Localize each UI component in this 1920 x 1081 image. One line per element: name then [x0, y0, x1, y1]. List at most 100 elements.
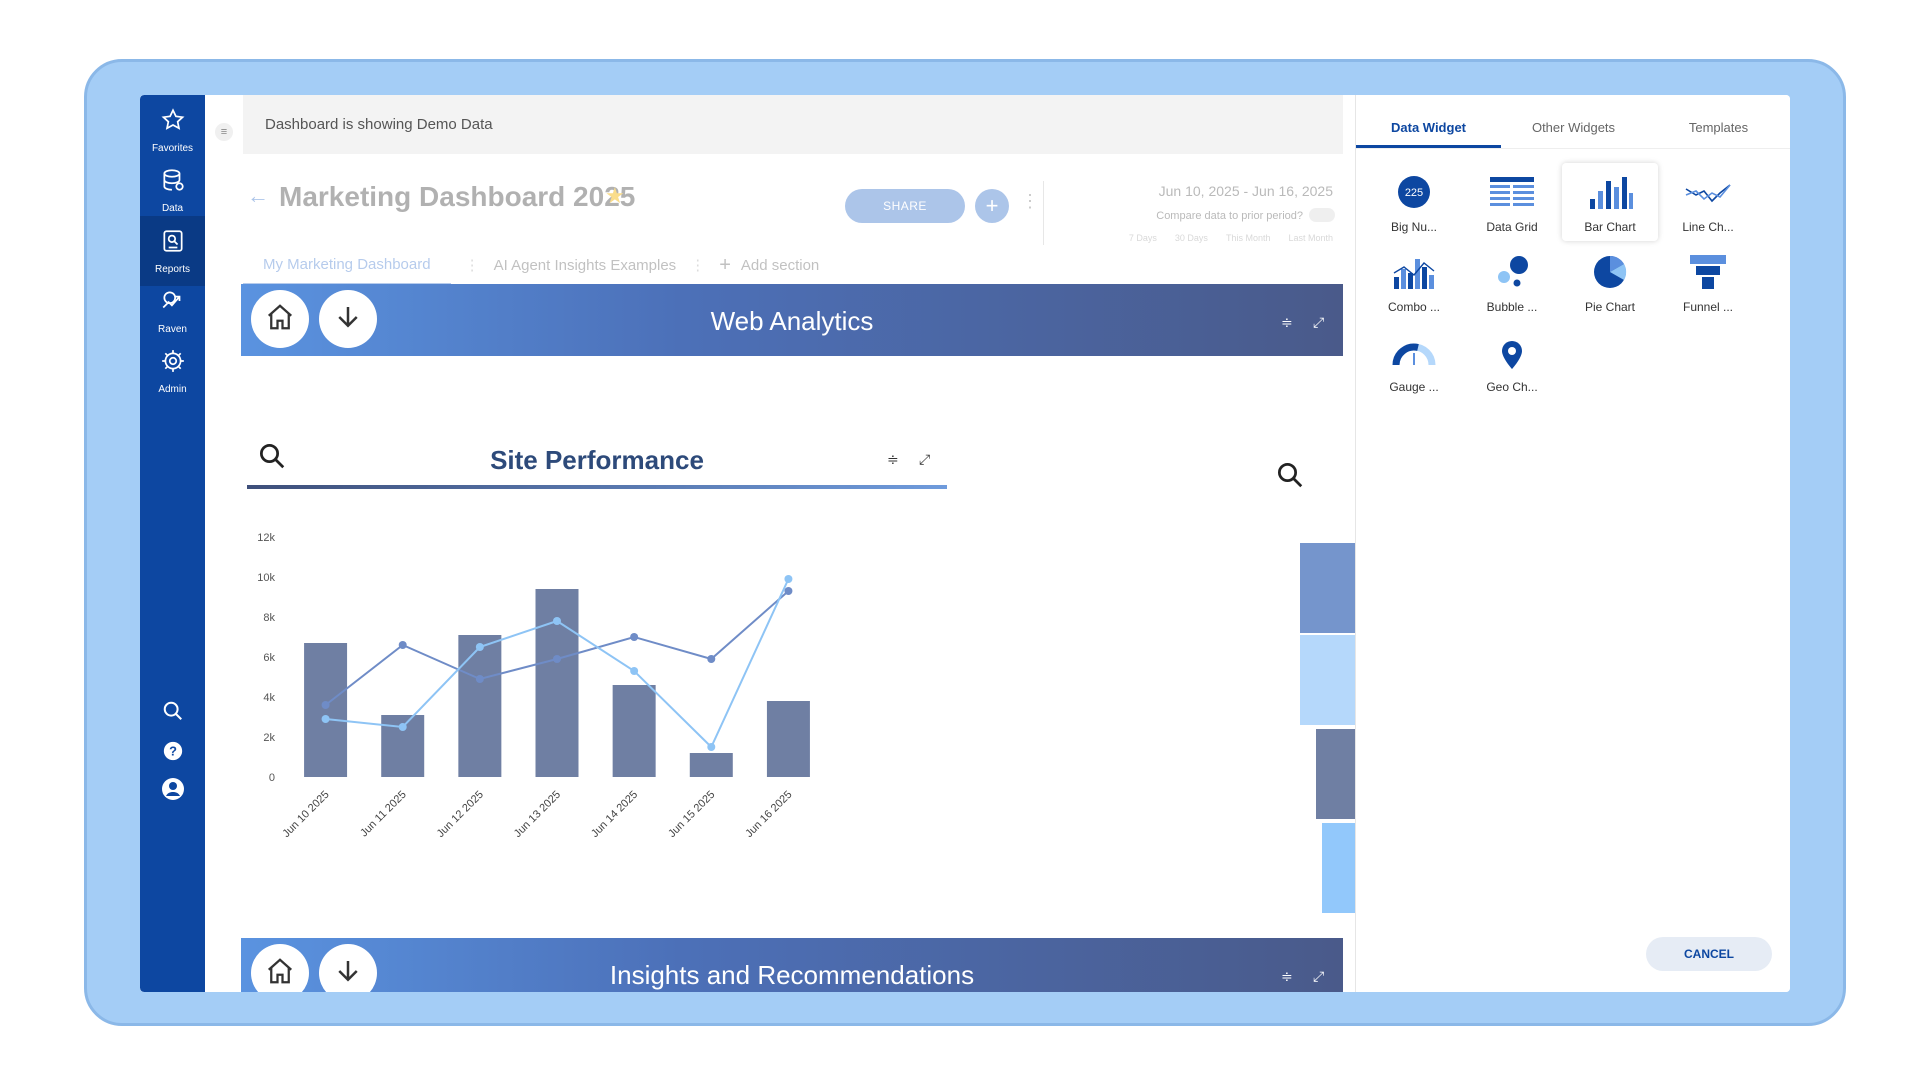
expand-icon[interactable]: ⤢ — [1313, 314, 1325, 330]
x-tick-label: Jun 11 2025 — [358, 789, 409, 840]
sidebar-user-button[interactable] — [140, 771, 205, 811]
favorite-star-icon[interactable]: ★ — [605, 183, 625, 208]
widget-tile-big-number[interactable]: 225 Big Nu... — [1366, 163, 1462, 241]
collapse-toggle-icon[interactable]: ≑ — [1281, 968, 1293, 984]
gear-icon — [160, 348, 186, 379]
funnel-icon — [1684, 253, 1732, 296]
arrow-down-icon — [333, 956, 363, 991]
chart-point — [630, 633, 639, 641]
chart-point — [784, 587, 793, 595]
download-button[interactable] — [319, 944, 377, 992]
x-tick-label: Jun 10 2025 — [280, 789, 331, 840]
x-tick-label: Jun 12 2025 — [435, 789, 486, 840]
widget-title-underline — [247, 485, 947, 489]
funnel-stage-3 — [1316, 729, 1355, 819]
back-arrow-icon[interactable]: ← — [247, 183, 269, 208]
quick-range-this-month[interactable]: This Month — [1225, 233, 1271, 243]
collapse-sidebar-button[interactable]: ≡ — [215, 123, 233, 141]
bar-chart-icon — [1586, 173, 1634, 216]
tab-ai-agent-insights[interactable]: AI Agent Insights Examples — [493, 256, 677, 274]
sidebar-item-reports[interactable]: Reports — [140, 216, 205, 286]
widget-title: Site Performance — [490, 445, 704, 475]
compare-toggle[interactable] — [1309, 208, 1335, 222]
widget-tile-geo-chart[interactable]: Geo Ch... — [1464, 323, 1560, 401]
y-tick-label: 10k — [257, 572, 275, 584]
widget-tile-label: Combo ... — [1387, 300, 1441, 314]
section-header-web-analytics: Web Analytics ≑ ⤢ — [241, 284, 1343, 356]
widget-expand-icon[interactable]: ⤢ — [919, 451, 931, 467]
widget-tile-pie-chart[interactable]: Pie Chart — [1562, 243, 1658, 321]
add-button[interactable]: + — [975, 189, 1009, 223]
sidebar-help-button[interactable]: ? — [140, 733, 205, 773]
big-number-icon: 225 — [1390, 173, 1438, 216]
widget-tile-bar-chart[interactable]: Bar Chart — [1562, 163, 1658, 241]
widget-tile-label: Gauge ... — [1389, 380, 1439, 394]
widget-tile-funnel[interactable]: Funnel ... — [1660, 243, 1756, 321]
add-section-plus-icon[interactable]: + — [719, 253, 731, 276]
expand-icon[interactable]: ⤢ — [1313, 968, 1325, 984]
widget-tile-combo-chart[interactable]: Combo ... — [1366, 243, 1462, 321]
collapse-toggle-icon[interactable]: ≑ — [1281, 314, 1293, 330]
compare-label: Compare data to prior period? — [1156, 210, 1303, 222]
download-button[interactable] — [319, 290, 377, 348]
funnel-stage-1 — [1300, 543, 1355, 633]
widget-tile-label: Big Nu... — [1390, 220, 1438, 234]
funnel-chart-partial — [1300, 543, 1355, 913]
sidebar-item-admin[interactable]: Admin — [140, 336, 205, 406]
tab-other-widgets[interactable]: Other Widgets — [1531, 120, 1616, 135]
sidebar-search-button[interactable] — [140, 693, 205, 733]
home-button[interactable] — [251, 944, 309, 992]
tab-data-widget[interactable]: Data Widget — [1356, 109, 1501, 148]
combo-chart-icon — [1390, 253, 1438, 296]
tab-separator: ⋮ — [464, 257, 480, 274]
home-icon — [265, 302, 295, 337]
quick-range-7-days[interactable]: 7 Days — [1128, 233, 1157, 243]
share-button[interactable]: SHARE — [845, 189, 965, 223]
widget-tile-gauge[interactable]: Gauge ... — [1366, 323, 1462, 401]
add-section-button[interactable]: Add section — [740, 256, 820, 274]
chart-point — [398, 641, 407, 649]
widget-tile-data-grid[interactable]: Data Grid — [1464, 163, 1560, 241]
widget-tile-bubble-chart[interactable]: Bubble ... — [1464, 243, 1560, 321]
quick-range-list: 7 Days 30 Days This Month Last Month — [1129, 233, 1333, 243]
svg-text:?: ? — [169, 743, 177, 758]
chart-point — [321, 701, 330, 709]
tab-my-marketing-dashboard[interactable]: My Marketing Dashboard — [243, 245, 451, 285]
chart-bar — [304, 643, 348, 777]
chart-point — [784, 575, 793, 583]
quick-range-30-days[interactable]: 30 Days — [1174, 233, 1208, 243]
y-tick-label: 0 — [269, 772, 275, 784]
main-content: ≡ Dashboard is showing Demo Data ← Marke… — [205, 95, 1355, 992]
date-range[interactable]: Jun 10, 2025 - Jun 16, 2025 — [1158, 183, 1333, 199]
dashboard-header: ← Marketing Dashboard 2025 ★ SHARE + ⋮ J… — [243, 175, 1343, 245]
y-tick-label: 4k — [263, 692, 275, 704]
widget-tile-label: Pie Chart — [1584, 300, 1636, 314]
big-number-badge: 225 — [1405, 187, 1423, 199]
widget-search-icon[interactable] — [257, 441, 287, 476]
sidebar-item-favorites[interactable]: Favorites — [140, 95, 205, 165]
section-header-insights: Insights and Recommendations ≑ ⤢ — [241, 938, 1343, 992]
chart-point — [475, 643, 484, 651]
y-tick-label: 12k — [257, 532, 275, 544]
cancel-button[interactable]: CANCEL — [1646, 937, 1772, 971]
right-widget-search-icon[interactable] — [1275, 460, 1305, 495]
sidebar-item-raven[interactable]: Raven — [140, 276, 205, 346]
widget-tile-line-chart[interactable]: Line Ch... — [1660, 163, 1756, 241]
widget-resize-icon[interactable]: ≑ — [887, 451, 899, 467]
chart-point — [553, 655, 561, 663]
chart-point — [707, 655, 716, 663]
panel-tabs: Data Widget Other Widgets Templates — [1356, 109, 1790, 149]
quick-range-last-month[interactable]: Last Month — [1288, 233, 1333, 243]
x-tick-label: Jun 13 2025 — [512, 789, 563, 840]
funnel-stage-4 — [1322, 823, 1355, 913]
y-tick-label: 8k — [263, 612, 275, 624]
section-title: Web Analytics — [710, 306, 874, 336]
tab-templates[interactable]: Templates — [1688, 120, 1749, 135]
home-button[interactable] — [251, 290, 309, 348]
more-options-icon[interactable]: ⋮ — [1021, 191, 1039, 211]
tab-separator: ⋮ — [690, 257, 706, 274]
sidebar-item-data[interactable]: Data — [140, 155, 205, 225]
chart-bar — [458, 635, 502, 777]
data-grid-icon — [1488, 173, 1536, 216]
x-tick-label: Jun 15 2025 — [666, 789, 717, 840]
